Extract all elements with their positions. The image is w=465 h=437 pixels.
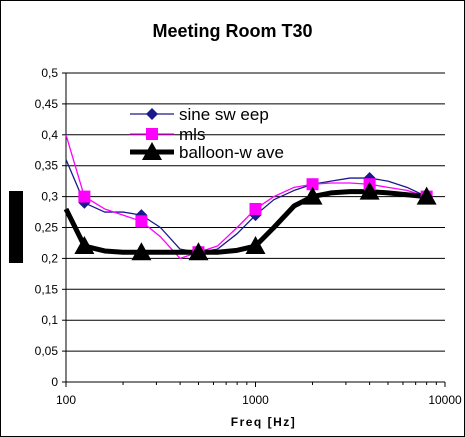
- y-tick-label: 0,45: [35, 97, 59, 111]
- data-point-2: [74, 236, 95, 255]
- y-tick-label: 0,4: [41, 128, 58, 142]
- x-tick-label: 100: [56, 393, 76, 407]
- y-tick-label: 0,2: [41, 251, 58, 265]
- y-tick-label: 0,5: [41, 66, 58, 80]
- y-tick-label: 0,05: [35, 344, 59, 358]
- chart-title: Meeting Room T30: [152, 21, 313, 41]
- data-point-1: [135, 215, 148, 228]
- series-line-0: [65, 159, 427, 253]
- data-point-1: [249, 202, 262, 215]
- series-line-2: [63, 189, 427, 255]
- y-axis-label-redacted: [9, 191, 23, 263]
- data-point-1: [306, 178, 319, 191]
- legend-marker-1: [146, 128, 158, 140]
- x-tick-label: 1000: [242, 393, 269, 407]
- data-point-2: [359, 181, 380, 200]
- data-point-2: [416, 186, 437, 205]
- data-point-2: [245, 236, 266, 255]
- x-axis-title: Freq [Hz]: [231, 415, 297, 429]
- legend-marker-0: [146, 108, 158, 120]
- data-point-2: [188, 242, 209, 261]
- x-tick-label: 10000: [428, 393, 462, 407]
- legend-label-0: sine sw eep: [179, 105, 269, 124]
- legend-marker-2: [142, 142, 162, 160]
- y-tick-label: 0: [51, 375, 58, 389]
- legend-label-2: balloon-w ave: [179, 143, 284, 162]
- y-tick-label: 0,35: [35, 159, 59, 173]
- data-point-2: [302, 186, 323, 205]
- y-tick-label: 0,3: [41, 190, 58, 204]
- y-tick-label: 0,15: [35, 282, 59, 296]
- data-point-1: [78, 190, 91, 203]
- legend-label-1: mls: [179, 125, 205, 144]
- y-tick-label: 0,25: [35, 221, 59, 235]
- data-point-2: [131, 242, 152, 261]
- y-tick-label: 0,1: [41, 313, 58, 327]
